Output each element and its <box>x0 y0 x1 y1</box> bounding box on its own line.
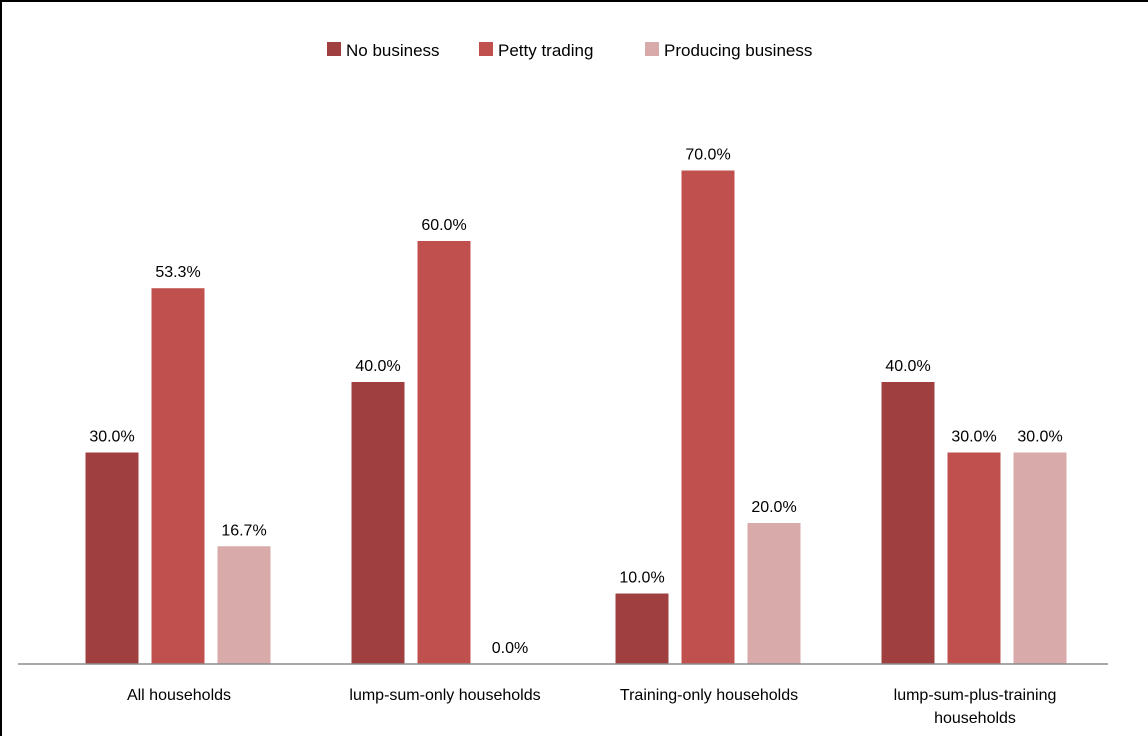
x-axis-tick-labels: All households lump-sum-only households Tr… <box>127 687 1056 727</box>
data-label-petty-trading-2: 70.0% <box>685 147 730 164</box>
data-label-petty-trading-0: 53.3% <box>155 264 200 281</box>
legend-marker-producing-business <box>645 42 659 56</box>
x-axis-tick-label-2-line-0: Training-only households <box>620 687 798 704</box>
data-label-no-business-2: 10.0% <box>619 570 664 587</box>
bar-petty-trading-3 <box>947 452 1001 664</box>
legend: No business Petty trading Producing busine… <box>327 41 812 60</box>
data-label-no-business-3: 40.0% <box>885 358 930 375</box>
legend-marker-no-business <box>327 42 341 56</box>
bar-producing-business-0 <box>217 546 271 664</box>
bar-no-business-0 <box>85 452 139 664</box>
data-label-petty-trading-1: 60.0% <box>421 217 466 234</box>
data-label-no-business-1: 40.0% <box>355 358 400 375</box>
x-axis-tick-label-3-line-0: lump-sum-plus-training <box>894 687 1057 704</box>
bar-no-business-1 <box>351 382 405 664</box>
data-label-producing-business-0: 16.7% <box>221 522 266 539</box>
data-label-producing-business-3: 30.0% <box>1017 429 1062 446</box>
data-label-producing-business-2: 20.0% <box>751 499 796 516</box>
data-label-producing-business-1: 0.0% <box>492 640 528 657</box>
bar-petty-trading-1 <box>417 241 471 664</box>
legend-label-petty-trading: Petty trading <box>498 41 593 60</box>
legend-marker-petty-trading <box>479 42 493 56</box>
bar-producing-business-2 <box>747 523 801 664</box>
legend-label-no-business: No business <box>346 41 440 60</box>
bar-no-business-3 <box>881 382 935 664</box>
data-label-group: 30.0% 40.0% 10.0% 40.0% 53.3% 60.0% 70.0% 30.0%… <box>89 147 1062 658</box>
data-label-petty-trading-3: 30.0% <box>951 429 996 446</box>
bar-series-group <box>85 170 1067 664</box>
x-axis-tick-label-3-line-1: households <box>934 710 1016 727</box>
x-axis-tick-label-1-line-0: lump-sum-only households <box>349 687 540 704</box>
x-axis-tick-label-0-line-0: All households <box>127 687 231 704</box>
bar-petty-trading-0 <box>151 288 205 664</box>
bar-no-business-2 <box>615 593 669 664</box>
bar-producing-business-3 <box>1013 452 1067 664</box>
legend-label-producing-business: Producing business <box>664 41 812 60</box>
bar-petty-trading-2 <box>681 170 735 664</box>
data-label-no-business-0: 30.0% <box>89 429 134 446</box>
